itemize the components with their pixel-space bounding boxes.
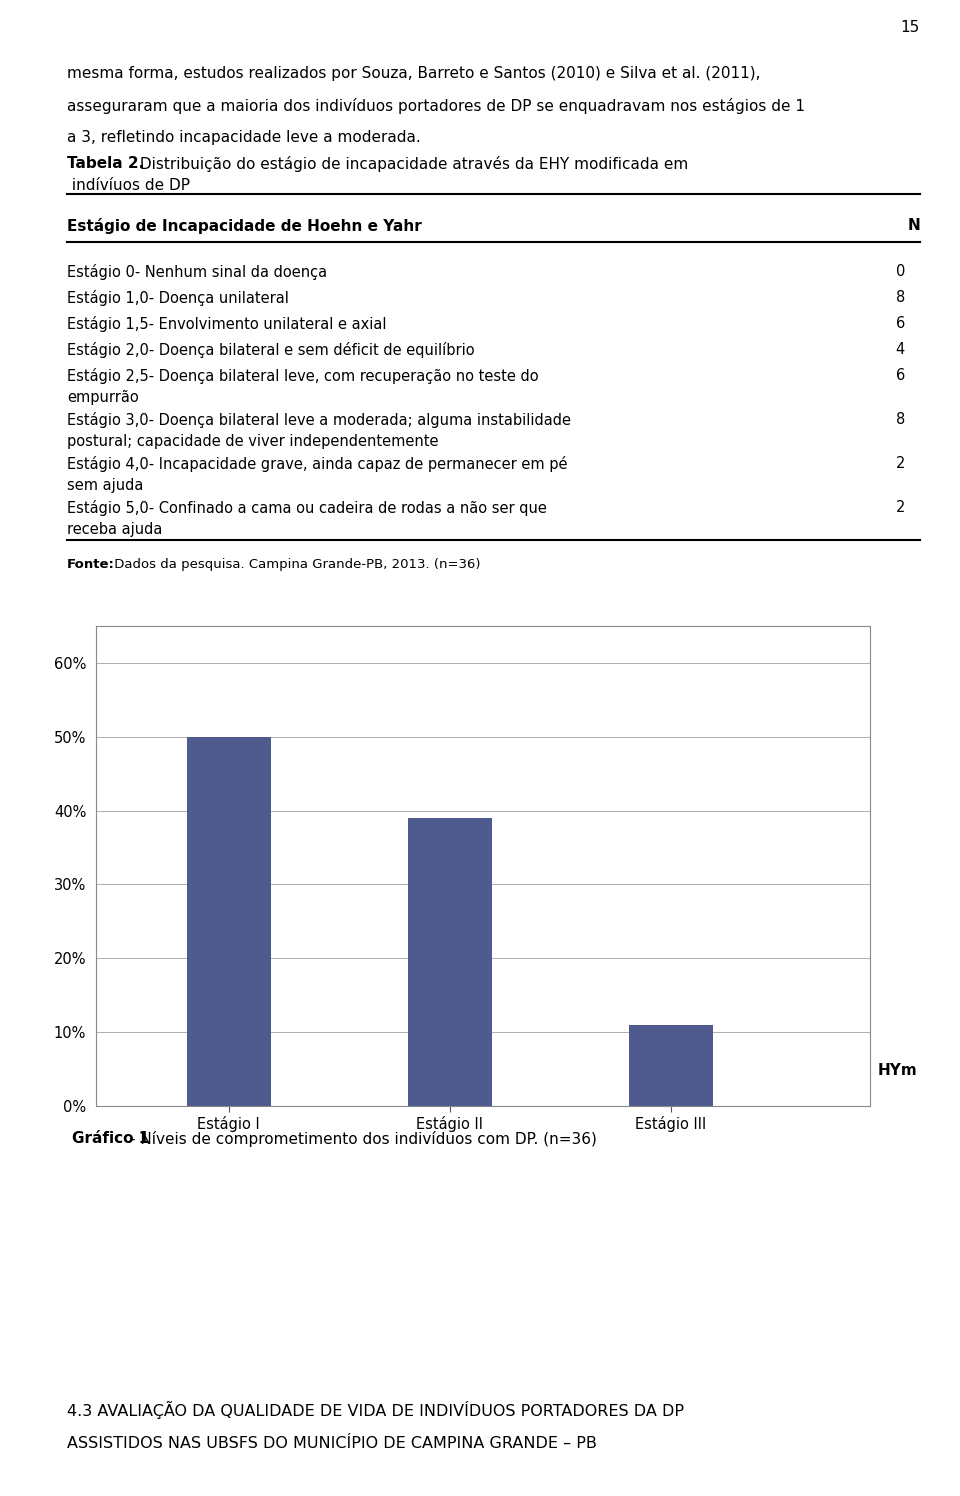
Text: Fonte:: Fonte: xyxy=(67,558,115,571)
Text: 8: 8 xyxy=(896,290,905,305)
Text: 4: 4 xyxy=(896,343,905,358)
Bar xyxy=(408,818,492,1106)
Text: Estágio 1,0- Doença unilateral: Estágio 1,0- Doença unilateral xyxy=(67,290,289,307)
Text: receba ajuda: receba ajuda xyxy=(67,522,162,537)
Bar xyxy=(186,736,271,1106)
Text: Gráfico 1: Gráfico 1 xyxy=(72,1131,149,1146)
Text: Estágio 3,0- Doença bilateral leve a moderada; alguma instabilidade: Estágio 3,0- Doença bilateral leve a mod… xyxy=(67,411,571,428)
Text: empurrão: empurrão xyxy=(67,390,139,405)
Text: Tabela 2.: Tabela 2. xyxy=(67,156,144,171)
Text: Estágio 2,0- Doença bilateral e sem déficit de equilíbrio: Estágio 2,0- Doença bilateral e sem défi… xyxy=(67,343,474,358)
Text: 4.3 AVALIAÇÃO DA QUALIDADE DE VIDA DE INDIVÍDUOS PORTADORES DA DP: 4.3 AVALIAÇÃO DA QUALIDADE DE VIDA DE IN… xyxy=(67,1400,684,1420)
Text: Estágio 4,0- Incapacidade grave, ainda capaz de permanecer em pé: Estágio 4,0- Incapacidade grave, ainda c… xyxy=(67,456,567,473)
Text: Estágio 0- Nenhum sinal da doença: Estágio 0- Nenhum sinal da doença xyxy=(67,263,327,280)
Text: postural; capacidade de viver independentemente: postural; capacidade de viver independen… xyxy=(67,434,439,449)
Text: mesma forma, estudos realizados por Souza, Barreto e Santos (2010) e Silva et al: mesma forma, estudos realizados por Souz… xyxy=(67,66,760,81)
Text: Estágio de Incapacidade de Hoehn e Yahr: Estágio de Incapacidade de Hoehn e Yahr xyxy=(67,218,421,233)
Text: 2: 2 xyxy=(896,456,905,471)
Text: Estágio 5,0- Confinado a cama ou cadeira de rodas a não ser que: Estágio 5,0- Confinado a cama ou cadeira… xyxy=(67,500,547,516)
Text: Estágio 2,5- Doença bilateral leve, com recuperação no teste do: Estágio 2,5- Doença bilateral leve, com … xyxy=(67,368,539,384)
Text: Dados da pesquisa. Campina Grande-PB, 2013. (n=36): Dados da pesquisa. Campina Grande-PB, 20… xyxy=(110,558,481,571)
Text: ASSISTIDOS NAS UBSFS DO MUNICÍPIO DE CAMPINA GRANDE – PB: ASSISTIDOS NAS UBSFS DO MUNICÍPIO DE CAM… xyxy=(67,1436,597,1451)
Text: 2: 2 xyxy=(896,500,905,515)
Text: 0: 0 xyxy=(896,263,905,278)
Text: Distribuição do estágio de incapacidade através da EHY modificada em: Distribuição do estágio de incapacidade … xyxy=(135,156,688,172)
Text: 6: 6 xyxy=(896,368,905,383)
Text: 8: 8 xyxy=(896,411,905,426)
Bar xyxy=(629,1025,713,1106)
Text: Estágio 1,5- Envolvimento unilateral e axial: Estágio 1,5- Envolvimento unilateral e a… xyxy=(67,316,387,332)
Text: a 3, refletindo incapacidade leve a moderada.: a 3, refletindo incapacidade leve a mode… xyxy=(67,130,420,145)
Text: - Níveis de comprometimento dos indivíduos com DP. (n=36): - Níveis de comprometimento dos indivídu… xyxy=(130,1131,597,1147)
Text: asseguraram que a maioria dos indivíduos portadores de DP se enquadravam nos est: asseguraram que a maioria dos indivíduos… xyxy=(67,99,805,114)
Text: N: N xyxy=(907,218,920,233)
Text: indívíuos de DP: indívíuos de DP xyxy=(67,178,190,193)
Text: 6: 6 xyxy=(896,316,905,331)
Text: HYm: HYm xyxy=(878,1064,918,1079)
Text: 15: 15 xyxy=(900,19,920,34)
Text: sem ajuda: sem ajuda xyxy=(67,479,143,494)
